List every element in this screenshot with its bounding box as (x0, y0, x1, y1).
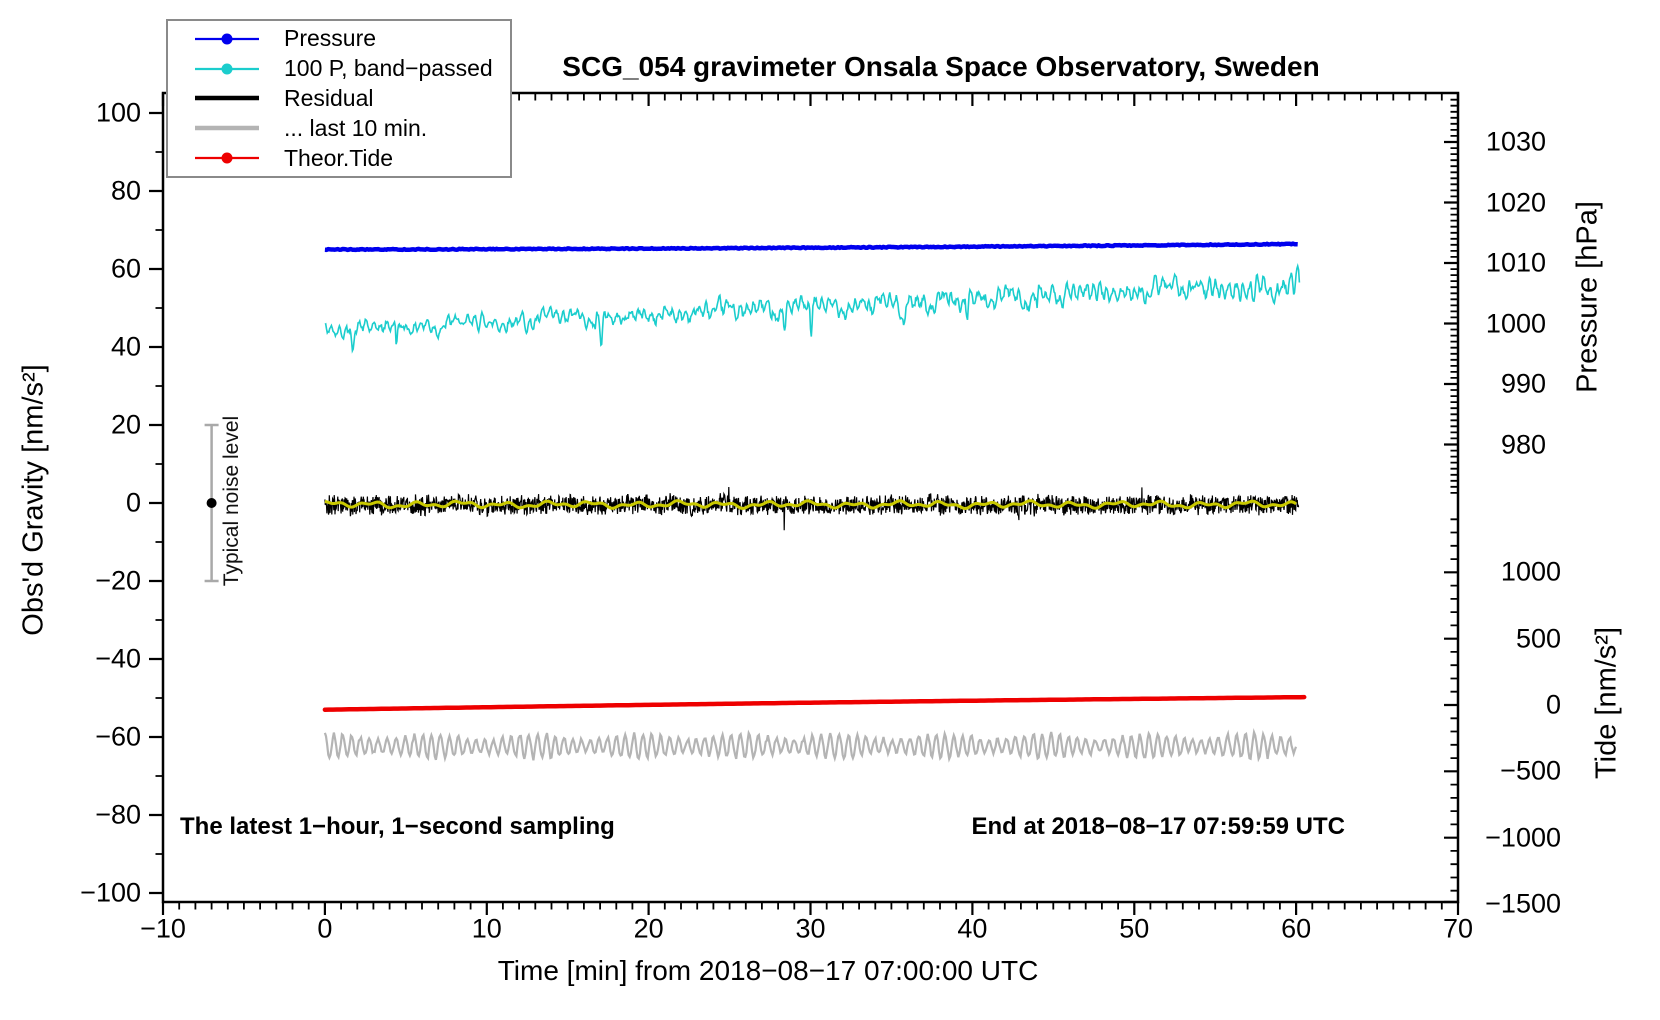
chart-title: SCG_054 gravimeter Onsala Space Observat… (562, 51, 1320, 82)
legend-line-sample (195, 126, 259, 131)
tide-tick-label: −1500 (1485, 888, 1561, 919)
pressure-tick-label: 1020 (1485, 187, 1546, 217)
pressure-tick-label: 1000 (1485, 308, 1546, 338)
x-tick-label: 50 (1119, 913, 1150, 944)
legend-entry-label: Pressure (284, 25, 377, 52)
plot-frame (161, 91, 1460, 904)
pressure-tick-label: 990 (1500, 368, 1546, 399)
noise-level-bar (204, 423, 219, 583)
series-pressure (324, 241, 1299, 253)
tide-tick-label: 500 (1515, 623, 1561, 654)
x-axis-label: Time [min] from 2018−08−17 07:00:00 UTC (497, 955, 1039, 986)
gravity-tick-label: −20 (95, 565, 141, 596)
legend-entry-label: 100 P, band−passed (284, 55, 493, 82)
series-residual-smoothed (324, 499, 1297, 511)
x-tick-label: 10 (471, 913, 502, 944)
pressure-tick-label: 1030 (1485, 126, 1546, 157)
pressure-tick-label: 980 (1500, 429, 1546, 459)
gravity-tick-label: −40 (95, 643, 141, 674)
x-tick-label: 60 (1281, 913, 1312, 944)
legend-entry-label: ... last 10 min. (284, 114, 428, 141)
series-band-passed-pressure (324, 262, 1301, 354)
legend-entry-2: Residual (168, 84, 510, 113)
x-tick-label: 30 (795, 913, 826, 944)
pressure-tick-label: 1010 (1485, 247, 1546, 278)
series-residual (324, 486, 1300, 531)
left-y-axis-label: Obs'd Gravity [nm/s²] (17, 364, 50, 636)
legend-line-sample (195, 152, 259, 164)
gravity-tick-label: −80 (95, 799, 141, 830)
legend-entry-1: 100 P, band−passed (168, 54, 510, 83)
x-tick-label: 70 (1442, 913, 1474, 944)
series-last-10-min (323, 728, 1298, 763)
gravity-tick-label: 0 (125, 487, 141, 518)
x-tick-label: 20 (633, 913, 664, 944)
legend-entry-label: Theor.Tide (284, 144, 394, 171)
x-tick-label: −10 (140, 913, 186, 944)
tide-axis-label: Tide [nm/s²] (1590, 626, 1623, 780)
tide-tick-label: −500 (1500, 755, 1561, 786)
sampling-note: The latest 1−hour, 1−second sampling (180, 813, 615, 840)
legend-marker-dot (221, 63, 233, 75)
pressure-axis-label: Pressure [hPa] (1571, 201, 1604, 393)
legend-line-sample (195, 33, 259, 45)
x-tick-label: 40 (957, 913, 988, 944)
legend-entry-4: Theor.Tide (168, 144, 510, 173)
gravity-tick-label: 20 (110, 409, 141, 440)
tide-tick-label: −1000 (1485, 822, 1561, 853)
minor-ticks (155, 93, 1458, 910)
legend-entry-0: Pressure (168, 24, 510, 53)
legend: Pressure 100 P, band−passed Residual ... la… (166, 19, 512, 178)
legend-entry-3: ... last 10 min. (168, 114, 510, 143)
end-time-note: End at 2018−08−17 07:59:59 UTC (971, 813, 1345, 840)
gravity-tick-label: −100 (80, 877, 141, 908)
gravity-tick-label: −60 (95, 721, 141, 752)
legend-entry-label: Residual (284, 84, 374, 111)
legend-marker-dot (221, 33, 233, 45)
x-tick-label: 0 (317, 913, 333, 944)
gravity-tick-label: 100 (95, 97, 141, 128)
legend-marker-dot (221, 152, 233, 164)
noise-level-label: Typical noise level (220, 415, 243, 587)
series-theoretical-tide (322, 694, 1307, 712)
legend-line-sample (195, 63, 259, 75)
tide-tick-label: 1000 (1500, 556, 1561, 587)
gravity-tick-label: 80 (110, 175, 141, 206)
major-ticks (149, 93, 1460, 915)
gravity-tick-label: 40 (110, 331, 141, 362)
gravity-tick-label: 60 (110, 253, 141, 284)
tide-tick-label: 0 (1545, 689, 1561, 720)
noise-level-dot (206, 498, 217, 508)
legend-line-sample (195, 96, 259, 101)
